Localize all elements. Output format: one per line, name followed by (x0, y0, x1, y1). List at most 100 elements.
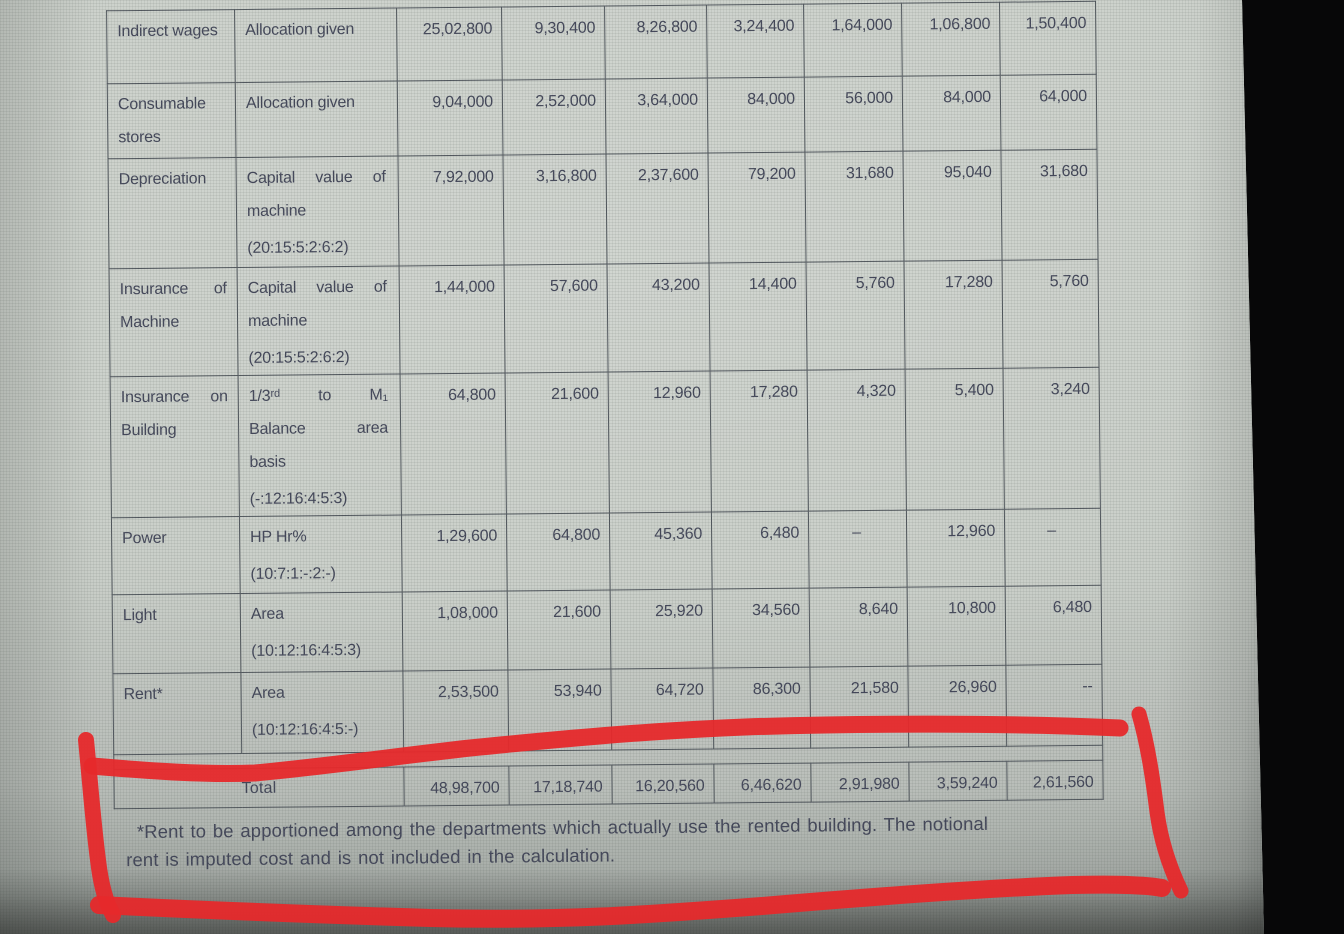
value-cell: 21,600 (507, 589, 611, 670)
value-cell: 84,000 (902, 75, 1001, 152)
total-label: Total (113, 766, 405, 809)
basis-line: basis (249, 453, 286, 471)
value-cell: 3,240 (1003, 367, 1101, 510)
value-cell: 5,760 (1002, 259, 1100, 369)
item-label: Light (122, 606, 157, 625)
table-row: Depreciation Capital value of machine (20:15:… (107, 149, 1099, 269)
basis-line: Capital value of (247, 161, 386, 195)
value-cell: 8,26,800 (604, 5, 708, 80)
basis-line: Area (250, 605, 284, 623)
item-cell: Insurance on Building (110, 375, 240, 518)
value-cell: 9,30,400 (501, 6, 606, 81)
item-label: Rent* (123, 685, 163, 704)
value-cell: 84,000 (707, 77, 805, 154)
total-value-cell: 48,98,700 (403, 765, 510, 806)
basis-line: HP Hr% (250, 528, 307, 546)
value-cell: 5,400 (905, 368, 1005, 511)
value-cell: 25,920 (610, 589, 713, 669)
table-row: Rent* Area (10:12:16:4:5:-) 2,53,500 53,940 6… (112, 664, 1103, 755)
value-cell: 4,320 (807, 369, 907, 512)
value-cell: 3,16,800 (502, 154, 608, 265)
item-cell: Indirect wages (106, 9, 236, 84)
value-cell: 26,960 (907, 665, 1007, 748)
value-cell: – (1004, 508, 1102, 587)
basis-line: machine (246, 202, 307, 220)
value-cell: 12,960 (906, 509, 1006, 588)
value-cell: 3,24,400 (706, 4, 805, 79)
basis-word: area (356, 419, 389, 437)
basis-word: value (315, 168, 353, 187)
value-cell: 53,940 (507, 668, 612, 751)
value-cell: 57,600 (504, 264, 609, 373)
value-cell: 12,960 (608, 371, 712, 513)
item-label: Power (122, 529, 167, 548)
value-cell: 3,64,000 (605, 78, 708, 155)
basis-word: of (373, 278, 387, 296)
value-cell: 14,400 (709, 262, 808, 372)
basis-line: 1/3ʳᵈ to M₁ (249, 379, 388, 413)
item-cell: Insurance of Machine (109, 267, 239, 377)
value-cell: 1,50,400 (999, 1, 1097, 76)
basis-word: 1/3ʳᵈ (248, 387, 280, 405)
item-cell: Light (112, 593, 241, 674)
table-row: Indirect wages Allocation given 25,02,800 9… (106, 1, 1097, 84)
basis-line: (10:12:16:4:5:3) (251, 641, 362, 660)
table-body: Indirect wages Allocation given 25,02,800 9… (106, 1, 1104, 809)
item-cell: Rent* (112, 672, 242, 755)
total-value-cell: 6,46,620 (713, 763, 812, 804)
basis-word: of (372, 168, 386, 186)
item-label: Consumable stores (117, 95, 206, 147)
basis-line: Capital value of (248, 271, 387, 305)
basis-word: Capital (247, 279, 297, 297)
total-value-cell: 2,61,560 (1006, 760, 1104, 801)
value-cell: 1,29,600 (401, 513, 508, 592)
basis-line: Balance area (249, 412, 388, 446)
basis-line: (20:15:5:2:6:2) (247, 238, 349, 257)
value-cell: -- (1005, 664, 1103, 747)
value-cell: 1,64,000 (803, 3, 903, 78)
item-label: Indirect wages (117, 22, 218, 41)
basis-cell: Area (10:12:16:4:5:3) (240, 591, 403, 673)
item-label: Insurance on Building (120, 388, 228, 440)
table-row: Power HP Hr% (10:7:1:-:2:-) 1,29,600 64,800 4… (111, 508, 1102, 595)
value-cell: 7,92,000 (397, 155, 505, 267)
basis-line: (10:12:16:4:5:-) (251, 720, 359, 739)
value-cell: 64,800 (400, 372, 507, 515)
value-cell: 2,53,500 (402, 669, 509, 752)
value-cell: 34,560 (712, 588, 810, 669)
value-cell: 1,44,000 (399, 264, 506, 375)
value-cell: 45,360 (609, 512, 713, 590)
basis-cell: Capital value of machine (20:15:5:2:6:2) (237, 266, 401, 376)
value-cell: 56,000 (804, 76, 903, 153)
basis-line: Allocation given (245, 93, 355, 112)
item-label: Insurance of Machine (119, 280, 227, 332)
basis-cell: Capital value of machine (20:15:5:2:6:2) (235, 156, 400, 268)
basis-line: Area (251, 684, 285, 702)
value-cell: 6,480 (1005, 585, 1102, 666)
item-cell: Consumable stores (107, 82, 236, 159)
total-value-cell: 17,18,740 (508, 764, 613, 805)
value-cell: 25,02,800 (396, 7, 503, 82)
value-cell: 31,680 (1000, 149, 1099, 261)
basis-cell: 1/3ʳᵈ to M₁ Balance area basis (-:12:16:4:5:3) (238, 374, 402, 517)
basis-cell: Allocation given (235, 81, 398, 158)
value-cell: 95,040 (902, 150, 1003, 262)
basis-word: to (318, 387, 332, 405)
value-cell: 1,08,000 (402, 590, 508, 671)
value-cell: 6,480 (711, 511, 810, 590)
value-cell: 9,04,000 (397, 80, 503, 157)
basis-cell: HP Hr% (10:7:1:-:2:-) (239, 514, 403, 594)
footnote-line-2: rent is imputed cost and is not included… (126, 843, 616, 870)
total-value-cell: 16,20,560 (611, 764, 715, 804)
table-row: Consumable stores Allocation given 9,04,00… (107, 74, 1097, 159)
value-cell: – (808, 510, 908, 589)
value-cell: 2,52,000 (502, 79, 606, 156)
table-row: Insurance on Building 1/3ʳᵈ to M₁ Balance are… (110, 367, 1101, 518)
value-cell: 31,680 (804, 151, 905, 263)
table-row: Light Area (10:12:16:4:5:3) 1,08,000 21,600 2… (112, 585, 1102, 674)
total-value-cell: 3,59,240 (908, 761, 1008, 802)
value-cell: 10,800 (907, 586, 1006, 667)
value-cell: 5,760 (806, 261, 906, 371)
item-cell: Power (111, 516, 241, 595)
